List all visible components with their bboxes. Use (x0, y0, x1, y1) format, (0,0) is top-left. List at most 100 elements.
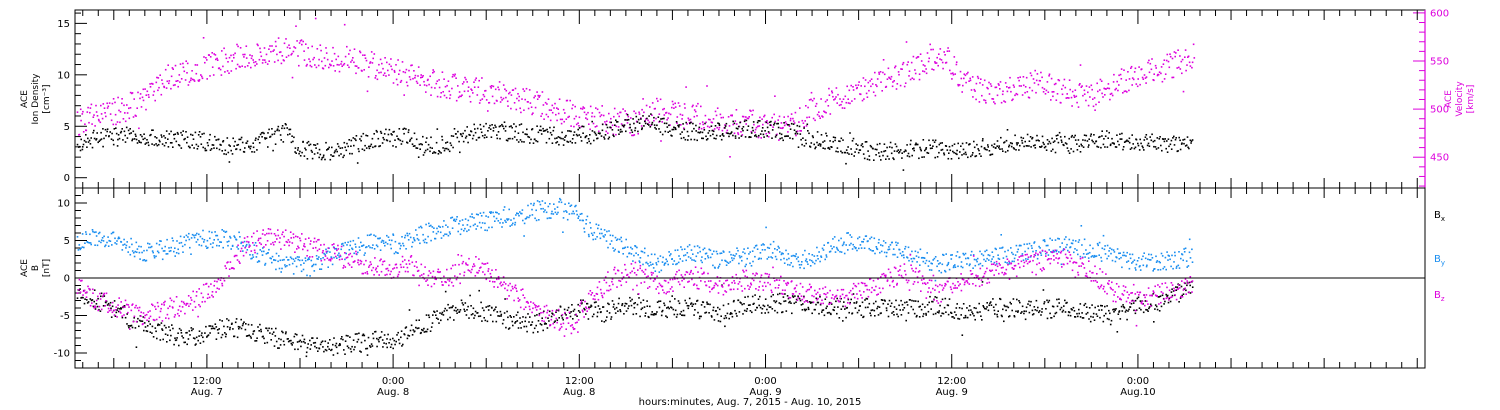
data-point (916, 314, 918, 317)
data-point (544, 202, 546, 204)
data-point (517, 311, 519, 314)
data-point (311, 45, 313, 48)
data-point (376, 245, 379, 248)
data-point (607, 302, 609, 305)
data-point (716, 126, 718, 129)
data-point (135, 135, 137, 137)
data-point (947, 157, 950, 160)
data-point (315, 66, 318, 69)
data-point (441, 135, 443, 138)
data-point (937, 263, 940, 265)
data-point (797, 256, 799, 258)
data-point (1169, 53, 1171, 55)
data-point (894, 253, 896, 256)
data-point (861, 143, 864, 145)
data-point (740, 135, 743, 137)
data-point (111, 132, 113, 135)
data-point (769, 243, 772, 246)
data-point (401, 61, 404, 63)
data-point (520, 111, 522, 114)
data-point (561, 317, 564, 319)
data-point (344, 241, 346, 244)
data-point (347, 335, 349, 337)
data-point (338, 70, 341, 73)
data-point (464, 302, 467, 304)
data-point (1085, 306, 1088, 308)
data-point (525, 133, 527, 136)
data-point (221, 320, 223, 322)
data-point (855, 302, 858, 304)
series-by (76, 197, 1194, 282)
data-point (490, 87, 492, 89)
data-point (863, 247, 866, 249)
data-point (161, 143, 164, 145)
data-point (734, 135, 737, 137)
data-point (640, 308, 643, 311)
data-point (171, 324, 173, 326)
data-point (938, 310, 940, 312)
data-point (688, 297, 691, 300)
data-point (845, 316, 847, 319)
field-axis-label-line: B (31, 265, 41, 271)
data-point (1188, 147, 1190, 150)
data-point (232, 137, 234, 140)
data-point (585, 313, 587, 315)
data-point (701, 261, 703, 264)
data-point (877, 305, 879, 308)
data-point (771, 129, 774, 131)
data-point (146, 325, 149, 327)
data-point (948, 145, 951, 148)
data-point (1016, 93, 1019, 96)
data-point (601, 123, 604, 126)
data-point (378, 71, 380, 74)
data-point (491, 124, 493, 126)
data-point (385, 241, 387, 244)
data-point (437, 318, 439, 320)
data-point (246, 249, 249, 251)
data-point (845, 101, 848, 104)
data-point (183, 341, 185, 344)
data-point (1109, 312, 1111, 315)
data-point (868, 159, 871, 161)
data-point (649, 261, 652, 264)
data-point (1044, 145, 1047, 148)
data-point (741, 115, 744, 118)
data-point (1068, 97, 1070, 99)
data-point (390, 65, 392, 68)
data-point (527, 101, 529, 103)
data-point (148, 320, 150, 323)
data-point (131, 243, 133, 246)
data-point (739, 121, 741, 124)
data-point (587, 318, 590, 320)
data-point (146, 330, 149, 333)
data-point (366, 347, 369, 350)
data-point (1090, 84, 1093, 87)
data-point (224, 71, 226, 73)
data-point (1106, 87, 1109, 89)
data-point (763, 305, 766, 308)
data-point (754, 134, 757, 136)
data-point (399, 247, 401, 250)
data-point (498, 81, 501, 83)
data-point (155, 143, 157, 145)
data-point (402, 71, 405, 73)
data-point (398, 342, 401, 345)
data-point (202, 37, 205, 39)
data-point (211, 66, 214, 68)
data-point (562, 144, 565, 146)
data-point (781, 311, 784, 313)
data-point (1148, 71, 1151, 74)
data-point (426, 328, 429, 331)
data-point (306, 63, 308, 66)
data-point (945, 61, 948, 64)
data-point (834, 136, 837, 139)
data-point (955, 61, 958, 63)
data-point (375, 75, 377, 77)
data-point (953, 56, 956, 58)
data-point (482, 125, 485, 128)
data-point (500, 313, 503, 316)
data-point (483, 317, 485, 319)
data-point (843, 107, 846, 109)
data-point (211, 246, 214, 249)
data-point (250, 324, 253, 326)
